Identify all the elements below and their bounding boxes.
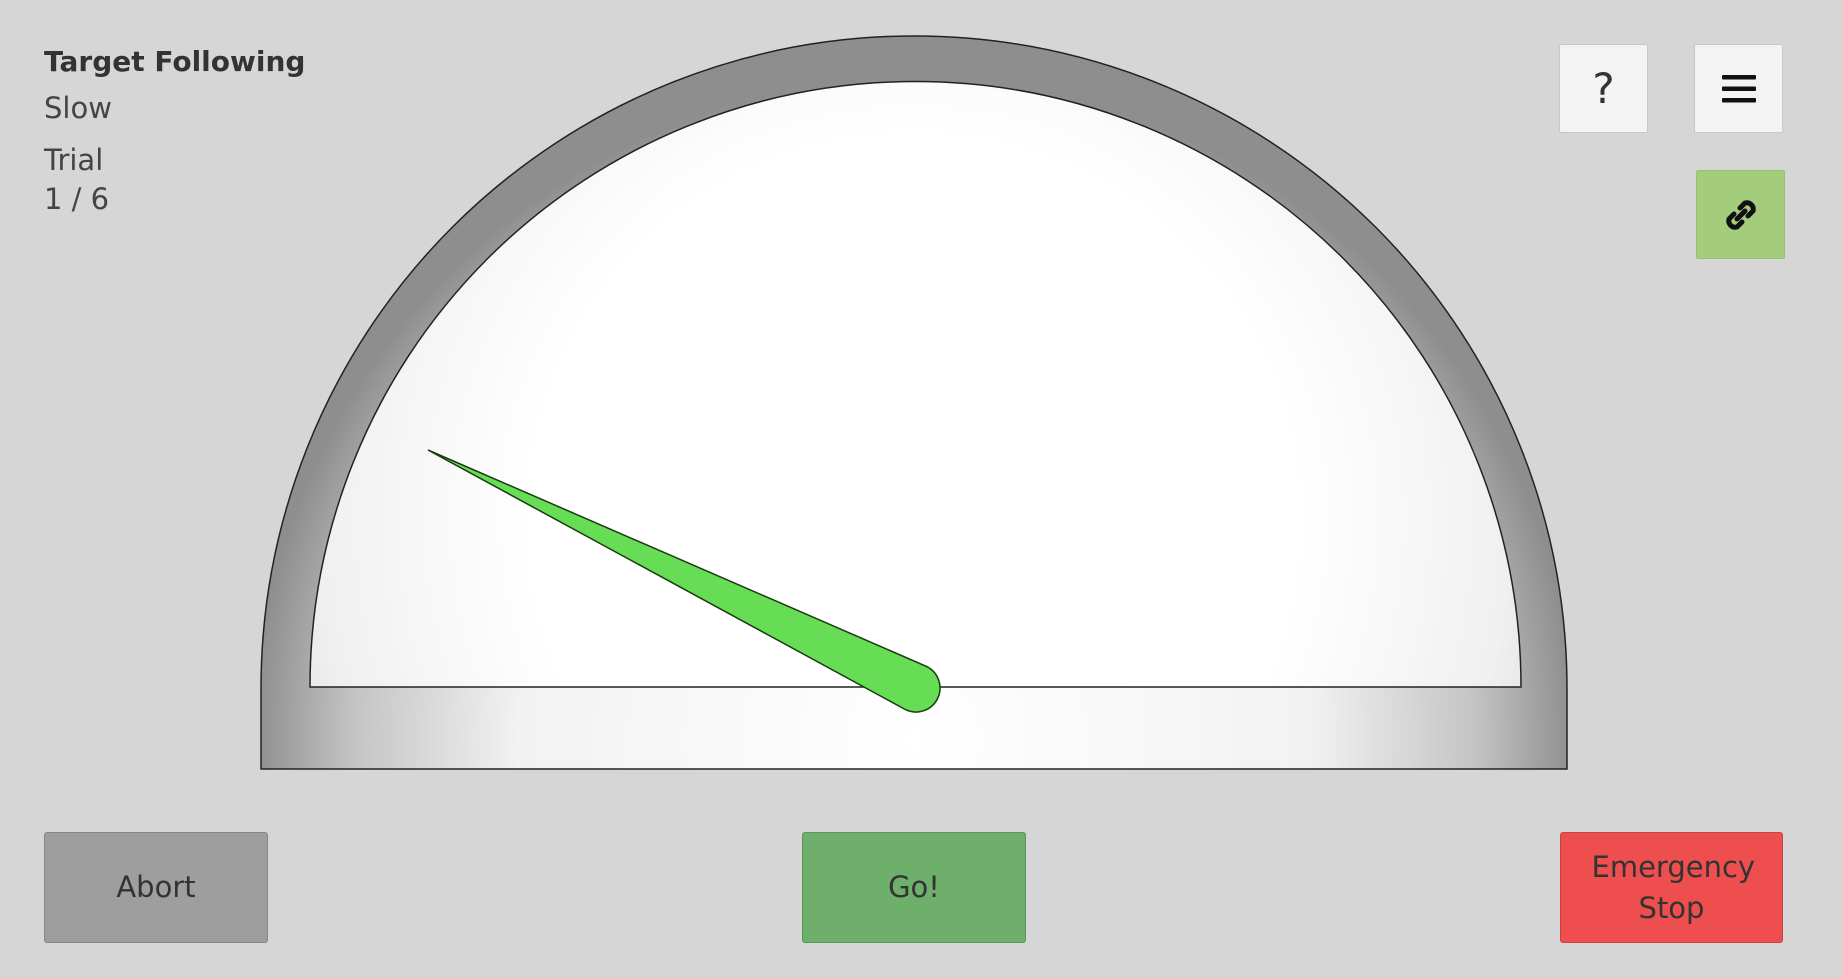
trial-label: Trial: [44, 143, 104, 178]
help-button[interactable]: ?: [1559, 44, 1648, 133]
link-icon: [1725, 199, 1756, 230]
abort-button[interactable]: Abort: [44, 832, 268, 943]
abort-label: Abort: [116, 870, 196, 905]
emergency-stop-label: Emergency Stop: [1591, 849, 1756, 925]
go-button[interactable]: Go!: [802, 832, 1026, 943]
trial-count: 1 / 6: [44, 182, 110, 217]
go-label: Go!: [888, 870, 940, 905]
hamburger-menu-icon: [1721, 74, 1756, 102]
task-info-panel: Target Following Slow Trial 1 / 6: [44, 44, 305, 219]
gauge-inner-face: [309, 80, 1522, 688]
task-title: Target Following: [44, 45, 306, 78]
link-button[interactable]: [1696, 170, 1785, 259]
emergency-stop-button[interactable]: Emergency Stop: [1560, 832, 1783, 943]
task-mode: Slow: [44, 90, 112, 125]
help-label: ?: [1592, 64, 1615, 113]
gauge-needle: [427, 449, 941, 713]
menu-button[interactable]: [1694, 44, 1783, 133]
